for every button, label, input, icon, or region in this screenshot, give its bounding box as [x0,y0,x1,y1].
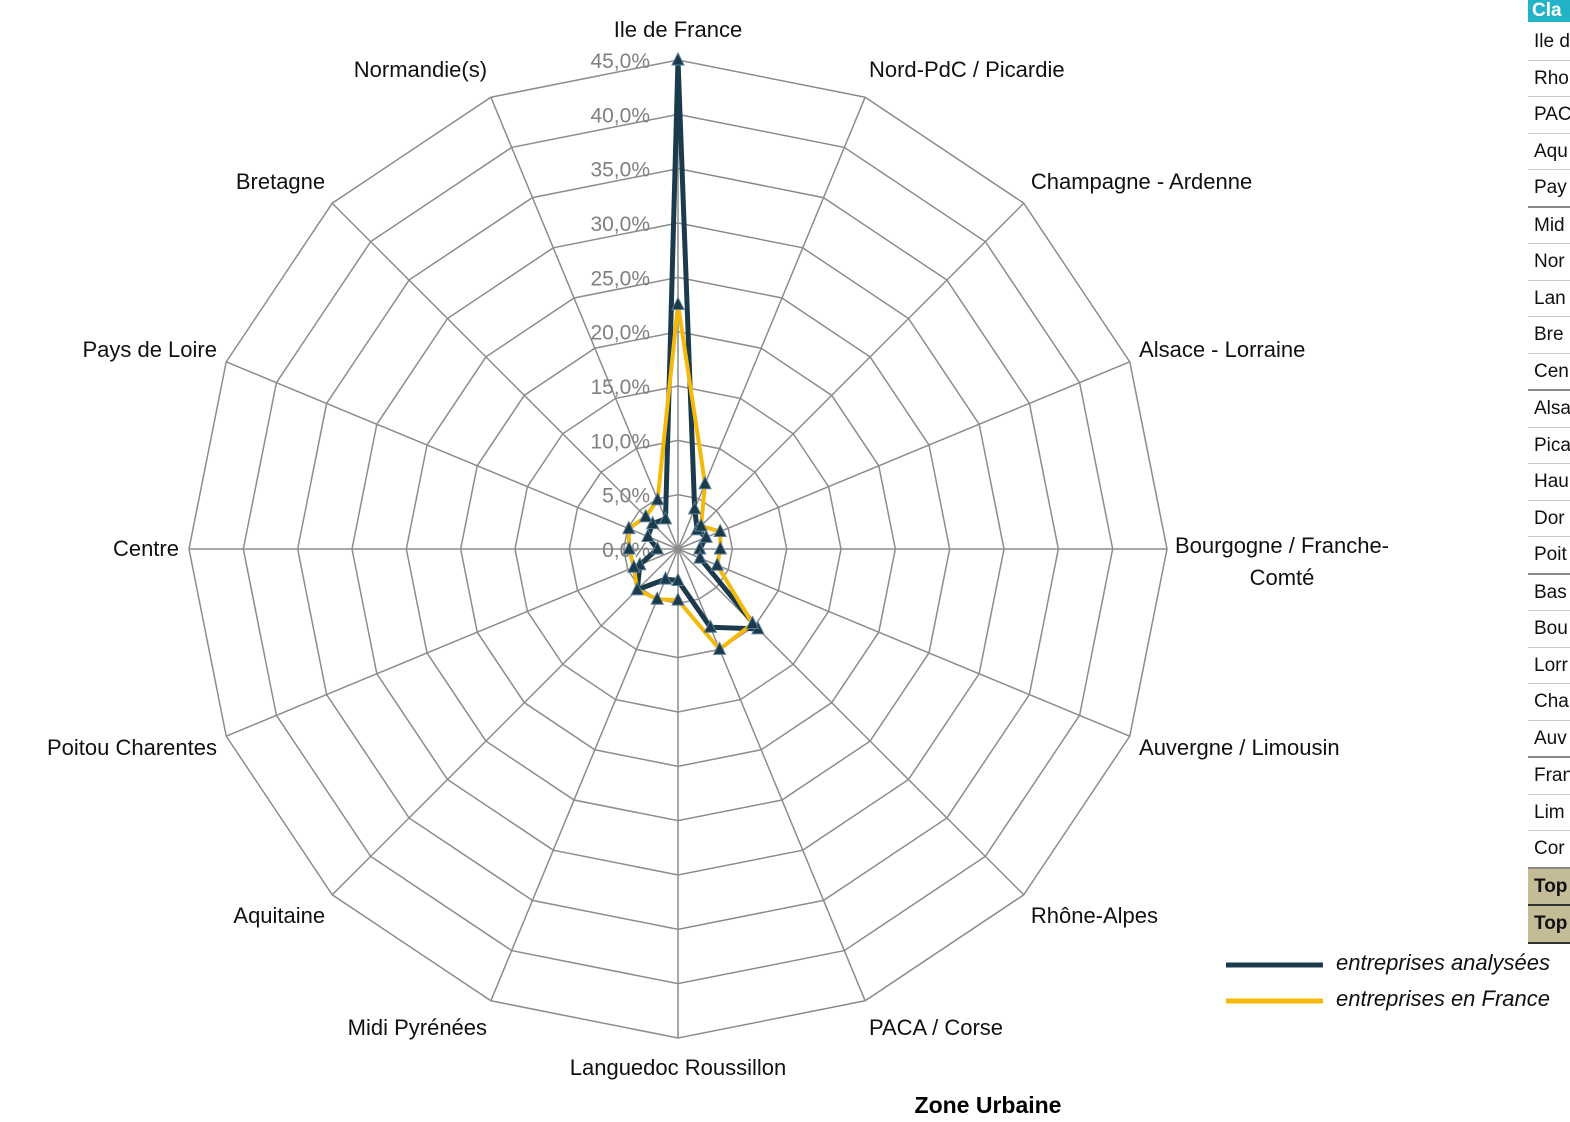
spoke [331,548,679,896]
category-label: Midi Pyrénées [347,1015,488,1041]
table-cell: Cha [1528,684,1570,721]
marker [698,475,712,490]
table-cell: Cor [1528,831,1570,869]
category-label: Aquitaine [233,902,326,928]
marker [710,557,724,571]
marker [638,508,653,523]
category-label: Languedoc Roussillon [569,1055,787,1080]
spoke [490,548,679,1002]
spoke [677,202,1025,550]
table-cell: Lan [1528,281,1570,317]
table-cell: Pay [1528,170,1570,208]
table-cell: Pica [1528,428,1570,464]
table: Cla Ile d Rho PAC Aqu Pay Mid Nor Lan Bre Cen Alsa P… [1528,0,1570,944]
marker [671,572,685,587]
category-label: Pays de Loire [82,337,217,363]
spoke [225,548,679,737]
legend-label: entreprises analysées [1336,950,1551,975]
spoke [225,361,679,550]
table-cell: Lorr [1528,648,1570,684]
table-cell: Poit [1528,537,1570,575]
category-label: Centre [112,536,179,561]
y-tick-label: 40,0% [590,104,650,127]
table-cell: Fran [1528,758,1570,795]
category-label: Rhône-Alpes [1030,902,1159,928]
spoke [490,96,679,550]
table-cell: Rho [1528,61,1570,97]
spoke [677,548,1025,896]
category-label: Auvergne / Limousin [1139,734,1340,760]
table-cell: Hau [1528,464,1570,501]
marker [671,296,685,310]
table-cell: Cen [1528,354,1570,391]
table-header: Cla [1528,0,1570,22]
table-cell: Nor [1528,244,1570,281]
table-cell: Lim [1528,795,1570,831]
y-tick-label: 20,0% [590,322,650,345]
marker [627,559,641,573]
y-tick-label: 10,0% [590,430,650,453]
table-cell: Aqu [1528,134,1570,170]
category-label: Alsace - Lorraine [1139,337,1306,363]
marker [712,641,727,655]
marker [713,523,727,538]
category-label: Ile de France [613,17,743,42]
marker [745,615,760,630]
y-tick-label: 30,0% [590,213,650,236]
chart-title: Zone Urbaine [914,1092,1062,1118]
table-cell: Bre [1528,317,1570,354]
y-tick-label: 35,0% [590,159,650,182]
spoke [677,96,866,550]
spoke [331,202,679,550]
marker [693,550,707,564]
marker [650,540,665,555]
table-cell: Auv [1528,721,1570,758]
marker [687,500,702,515]
y-tick-label: 45,0% [590,50,650,73]
marker [658,571,673,585]
marker [713,540,728,555]
marker [699,529,713,543]
table-cell: Bas [1528,575,1570,611]
table-cell: Dor [1528,501,1570,537]
marker [694,517,708,532]
y-tick-label: 15,0% [590,376,650,399]
category-label: Normandie(s) [353,56,488,82]
marker [658,510,673,525]
table-cell: Alsa [1528,391,1570,428]
category-label: Poitou Charentes [46,734,217,760]
spoke [677,548,1131,737]
marker [645,515,660,530]
y-tick-label: 5,0% [602,485,650,508]
marker [641,528,655,543]
legend-label: entreprises en France [1336,986,1550,1011]
y-tick-label: 25,0% [590,267,650,290]
marker [650,591,665,605]
marker [621,520,636,535]
category-label: Bourgogne / Franche-Comté [1174,532,1390,590]
marker [671,51,685,66]
table-cell: Top [1528,906,1570,944]
category-label: Bretagne [235,169,326,194]
table-cell: PAC [1528,97,1570,134]
table-cell: Top [1528,868,1570,906]
marker [622,540,636,555]
category-label: PACA / Corse [868,1015,1004,1041]
table-cell: Bou [1528,611,1570,648]
marker [671,591,685,606]
table-cell: Ile d [1528,24,1570,61]
category-label: Champagne - Ardenne [1030,169,1253,194]
table-cell: Mid [1528,208,1570,244]
marker [630,581,645,596]
marker [650,491,665,506]
marker [703,619,718,633]
category-label: Nord-PdC / Picardie [868,56,1065,82]
spoke [677,361,1131,550]
